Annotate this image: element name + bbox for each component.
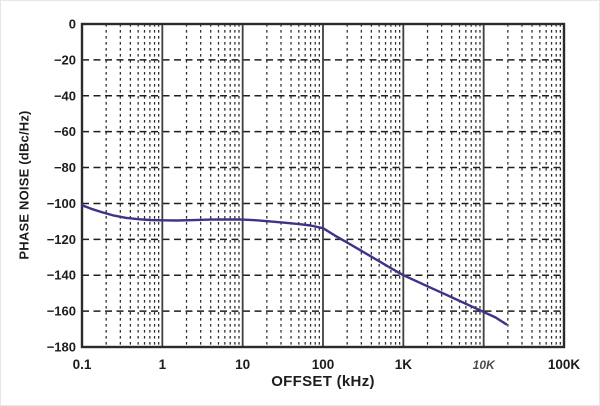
y-tick-label: −120 [47, 232, 76, 247]
y-tick-label: 0 [69, 17, 76, 32]
x-axis-title: OFFSET (kHz) [271, 373, 375, 390]
plot-border [80, 22, 566, 349]
phase-noise-curve [80, 204, 508, 326]
y-tick-label: −160 [47, 304, 76, 319]
x-tick-label: 10K [473, 358, 496, 372]
x-tick-label: 1K [395, 357, 413, 372]
y-tick-label: −40 [54, 88, 76, 103]
x-tick-label: 1 [159, 357, 167, 372]
x-tick-label: 100K [548, 357, 581, 372]
y-tick-label: −20 [54, 52, 76, 67]
y-tick-label: −140 [47, 268, 76, 283]
y-tick-label: −80 [54, 160, 76, 175]
x-tick-label: 0.1 [73, 357, 92, 372]
y-tick-label: −180 [47, 340, 76, 355]
y-tick-label: −100 [47, 196, 76, 211]
x-tick-label: 10 [235, 357, 250, 372]
y-axis-title: PHASE NOISE (dBc/Hz) [16, 110, 32, 260]
y-tick-label: −60 [54, 124, 76, 139]
x-tick-label: 100 [312, 357, 335, 372]
